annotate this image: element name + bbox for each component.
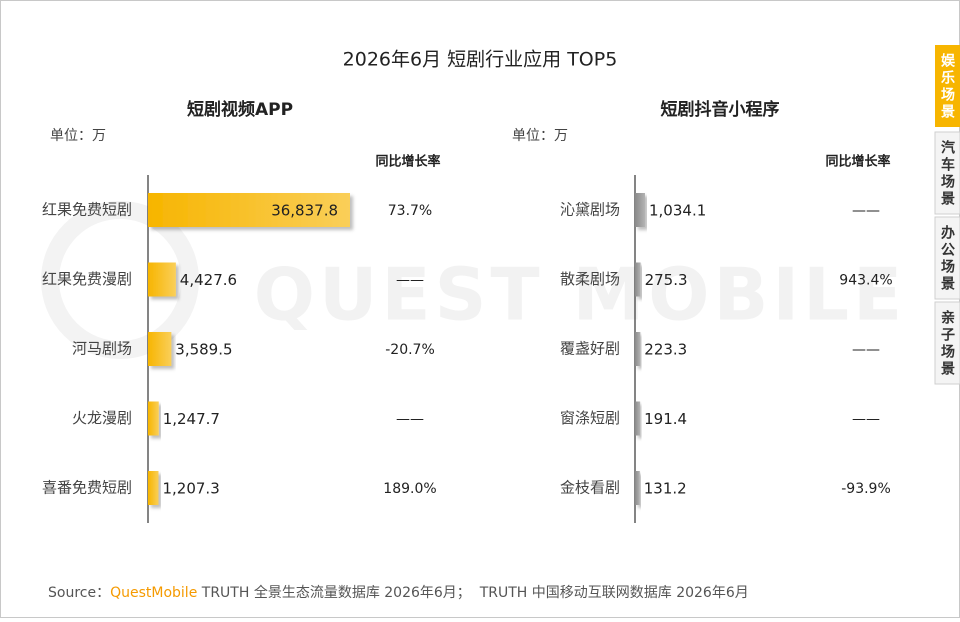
- category-label: 沁黛剧场: [560, 201, 620, 219]
- page-title: 2026年6月 短剧行业应用 TOP5: [343, 49, 618, 71]
- tab[interactable]: [934, 131, 960, 215]
- yoy-label: ——: [852, 412, 880, 428]
- bar-group: [635, 401, 641, 436]
- category-label: 河马剧场: [72, 340, 132, 358]
- bar-shine: [148, 401, 159, 436]
- bar-shine: [635, 193, 645, 227]
- source-text: TRUTH 全景生态流量数据库 2026年6月； TRUTH 中国移动互联网数据…: [197, 584, 748, 601]
- bar-group: [148, 471, 159, 505]
- value-label: 275.3: [645, 271, 688, 289]
- tab-label[interactable]: 办公场景: [939, 224, 955, 293]
- source-label: Source：: [48, 585, 110, 601]
- tab-label[interactable]: 汽车场景: [939, 139, 955, 208]
- yoy-title: 同比增长率: [825, 154, 890, 170]
- yoy-label: ——: [852, 342, 880, 358]
- bar-shine: [148, 471, 159, 505]
- bar-shine: [148, 262, 176, 297]
- value-label: 1,247.7: [163, 410, 220, 428]
- chart-title: 短剧视频APP: [187, 99, 293, 120]
- bar-group: [635, 262, 641, 297]
- source-brand: QuestMobile: [110, 585, 197, 601]
- tab-label[interactable]: 亲子场景: [939, 309, 955, 378]
- yoy-label: -20.7%: [385, 342, 435, 358]
- yoy-label: ——: [396, 273, 424, 289]
- value-label: 131.2: [644, 480, 687, 498]
- yoy-title: 同比增长率: [375, 154, 440, 170]
- value-label: 191.4: [644, 410, 687, 428]
- bar-group: [635, 471, 640, 505]
- category-label: 火龙漫剧: [72, 409, 132, 427]
- bar-group: [148, 262, 176, 297]
- bar-group: [148, 332, 172, 366]
- chart-title: 短剧抖音小程序: [661, 99, 780, 120]
- category-label: 覆盏好剧: [560, 340, 620, 358]
- value-label: 223.3: [644, 341, 687, 359]
- yoy-label: 73.7%: [388, 203, 432, 219]
- bar-shine: [148, 332, 172, 366]
- source: Source：QuestMobile TRUTH 全景生态流量数据库 2026年…: [48, 584, 749, 601]
- yoy-label: ——: [852, 203, 880, 219]
- category-label: 红果免费漫剧: [42, 270, 132, 288]
- category-label: 散柔剧场: [560, 270, 620, 288]
- bar-group: [635, 193, 645, 227]
- tab[interactable]: [934, 301, 960, 385]
- value-label: 1,034.1: [649, 202, 706, 220]
- yoy-label: 189.0%: [383, 481, 436, 497]
- yoy-label: 943.4%: [839, 273, 892, 289]
- bar-group: [148, 401, 159, 436]
- category-label: 喜番免费短剧: [42, 479, 132, 497]
- tab[interactable]: [935, 45, 960, 127]
- watermark: QUEST MOBILE: [254, 253, 906, 337]
- tab[interactable]: [934, 216, 960, 300]
- bar-group: [148, 193, 350, 227]
- bar-shine: [635, 401, 641, 436]
- watermark-logo: [41, 201, 199, 359]
- bar-shine: [635, 332, 641, 366]
- bar-shine: [635, 262, 641, 297]
- value-label: 1,207.3: [162, 480, 219, 498]
- unit-label: 单位：万: [50, 128, 106, 144]
- category-label: 红果免费短剧: [42, 201, 132, 219]
- unit-label: 单位：万: [512, 128, 568, 144]
- value-label: 4,427.6: [180, 271, 237, 289]
- category-label: 窗涤短剧: [560, 409, 620, 427]
- bar-shine: [148, 193, 350, 227]
- bar-group: [635, 332, 641, 366]
- value-label: 36,837.8: [271, 202, 338, 220]
- tab-label[interactable]: 娱乐场景: [939, 52, 955, 121]
- value-label: 3,589.5: [175, 341, 232, 359]
- category-label: 金枝看剧: [560, 479, 620, 497]
- yoy-label: -93.9%: [841, 481, 891, 497]
- yoy-label: ——: [396, 412, 424, 428]
- bar-shine: [635, 471, 640, 505]
